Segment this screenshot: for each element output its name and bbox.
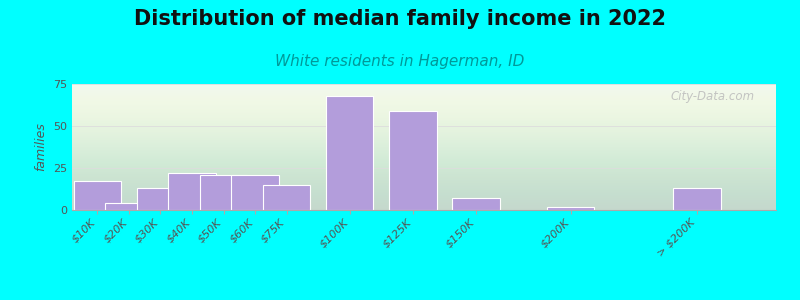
Text: Distribution of median family income in 2022: Distribution of median family income in … bbox=[134, 9, 666, 29]
Text: White residents in Hagerman, ID: White residents in Hagerman, ID bbox=[275, 54, 525, 69]
Bar bbox=[200, 175, 247, 210]
Bar bbox=[168, 173, 216, 210]
Bar bbox=[137, 188, 184, 210]
Bar bbox=[74, 182, 121, 210]
Bar bbox=[453, 198, 500, 210]
Bar bbox=[674, 188, 721, 210]
Bar bbox=[326, 96, 374, 210]
Bar bbox=[231, 175, 278, 210]
Bar bbox=[105, 203, 153, 210]
Bar bbox=[547, 207, 594, 210]
Bar bbox=[263, 185, 310, 210]
Text: City-Data.com: City-Data.com bbox=[670, 90, 755, 103]
Y-axis label: families: families bbox=[34, 123, 47, 171]
Bar bbox=[390, 111, 437, 210]
